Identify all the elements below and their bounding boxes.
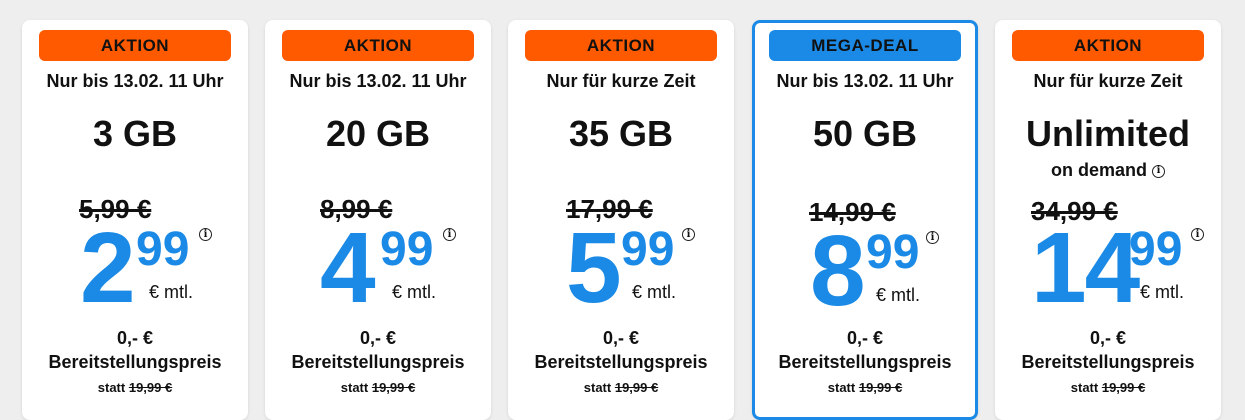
setup-label: Bereitstellungspreis	[1021, 352, 1195, 372]
badge-mega-deal: MEGA-DEAL	[769, 30, 961, 61]
badge-aktion: AKTION	[525, 30, 717, 61]
price-euros: 2	[80, 212, 136, 324]
price-cents: 99	[866, 226, 920, 279]
offer-deadline: Nur für kurze Zeit	[546, 71, 696, 91]
price-cents: 99	[380, 223, 434, 276]
old-price: 5,99 €	[79, 194, 152, 224]
offer-deadline: Nur bis 13.02. 11 Uhr	[46, 71, 224, 91]
tariff-row: AKTION Nur bis 13.02. 11 Uhr 3 GB 5,99 €…	[22, 20, 1221, 420]
setup-label: Bereitstellungspreis	[48, 352, 222, 372]
setup-old-price: statt 19,99 €	[508, 380, 734, 395]
setup-old-prefix: statt	[583, 380, 612, 395]
price-euros: 5	[566, 212, 622, 324]
price-euros: 14	[1031, 212, 1140, 324]
setup-old-value: 19,99 €	[858, 380, 903, 395]
price-euros: 8	[810, 215, 866, 327]
data-volume: 35 GB	[568, 113, 674, 154]
offer-deadline: Nur bis 13.02. 11 Uhr	[776, 71, 954, 91]
setup-old-prefix: statt	[97, 380, 126, 395]
tariff-card-unlimited[interactable]: AKTION Nur für kurze Zeit Unlimited on d…	[995, 20, 1221, 420]
tariff-card-35gb[interactable]: AKTION Nur für kurze Zeit 35 GB 17,99 € …	[508, 20, 734, 420]
data-sub-label: on demand i	[995, 160, 1221, 181]
setup-old-value: 19,99 €	[1101, 380, 1146, 395]
info-icon[interactable]: i	[443, 228, 456, 241]
badge-aktion: AKTION	[1012, 30, 1204, 61]
data-volume: 20 GB	[325, 113, 431, 154]
setup-price: 0,- €	[116, 328, 154, 348]
badge-aktion: AKTION	[282, 30, 474, 61]
setup-old-prefix: statt	[340, 380, 369, 395]
setup-price: 0,- €	[846, 328, 884, 348]
price-unit: € mtl.	[876, 285, 921, 305]
offer-deadline: Nur für kurze Zeit	[1033, 71, 1183, 91]
tariff-card-50gb[interactable]: MEGA-DEAL Nur bis 13.02. 11 Uhr 50 GB 14…	[752, 20, 978, 420]
setup-label: Bereitstellungspreis	[291, 352, 465, 372]
badge-aktion: AKTION	[39, 30, 231, 61]
setup-price: 0,- €	[1089, 328, 1127, 348]
setup-old-value: 19,99 €	[614, 380, 659, 395]
tariff-card-20gb[interactable]: AKTION Nur bis 13.02. 11 Uhr 20 GB 8,99 …	[265, 20, 491, 420]
tariff-card-3gb[interactable]: AKTION Nur bis 13.02. 11 Uhr 3 GB 5,99 €…	[22, 20, 248, 420]
setup-price: 0,- €	[602, 328, 640, 348]
price-unit: € mtl.	[1140, 282, 1185, 302]
info-icon[interactable]: i	[926, 231, 939, 244]
on-demand-label: on demand	[1050, 160, 1147, 180]
price-euros: 4	[320, 212, 376, 324]
setup-old-prefix: statt	[1070, 380, 1099, 395]
setup-old-value: 19,99 €	[371, 380, 416, 395]
setup-old-price: statt 19,99 €	[22, 380, 248, 395]
data-volume: 50 GB	[812, 113, 918, 154]
data-volume: 3 GB	[92, 113, 178, 154]
old-price: 14,99 €	[809, 197, 896, 227]
setup-old-prefix: statt	[827, 380, 856, 395]
old-price: 34,99 €	[1031, 196, 1118, 226]
price-unit: € mtl.	[632, 282, 677, 302]
setup-price: 0,- €	[359, 328, 397, 348]
setup-old-value: 19,99 €	[128, 380, 173, 395]
price-cents: 99	[1129, 223, 1183, 276]
setup-old-price: statt 19,99 €	[995, 380, 1221, 395]
setup-old-price: statt 19,99 €	[755, 380, 975, 395]
offer-deadline: Nur bis 13.02. 11 Uhr	[289, 71, 467, 91]
setup-label: Bereitstellungspreis	[534, 352, 708, 372]
price-unit: € mtl.	[149, 282, 194, 302]
info-icon[interactable]: i	[1152, 164, 1166, 178]
info-icon[interactable]: i	[199, 228, 212, 241]
price-unit: € mtl.	[392, 282, 437, 302]
setup-old-price: statt 19,99 €	[265, 380, 491, 395]
price-cents: 99	[136, 223, 190, 276]
info-icon[interactable]: i	[1191, 228, 1204, 241]
price-cents: 99	[621, 223, 675, 276]
old-price: 17,99 €	[566, 194, 653, 224]
info-icon[interactable]: i	[682, 228, 695, 241]
old-price: 8,99 €	[320, 194, 393, 224]
setup-label: Bereitstellungspreis	[778, 352, 952, 372]
data-volume: Unlimited	[1025, 113, 1190, 154]
